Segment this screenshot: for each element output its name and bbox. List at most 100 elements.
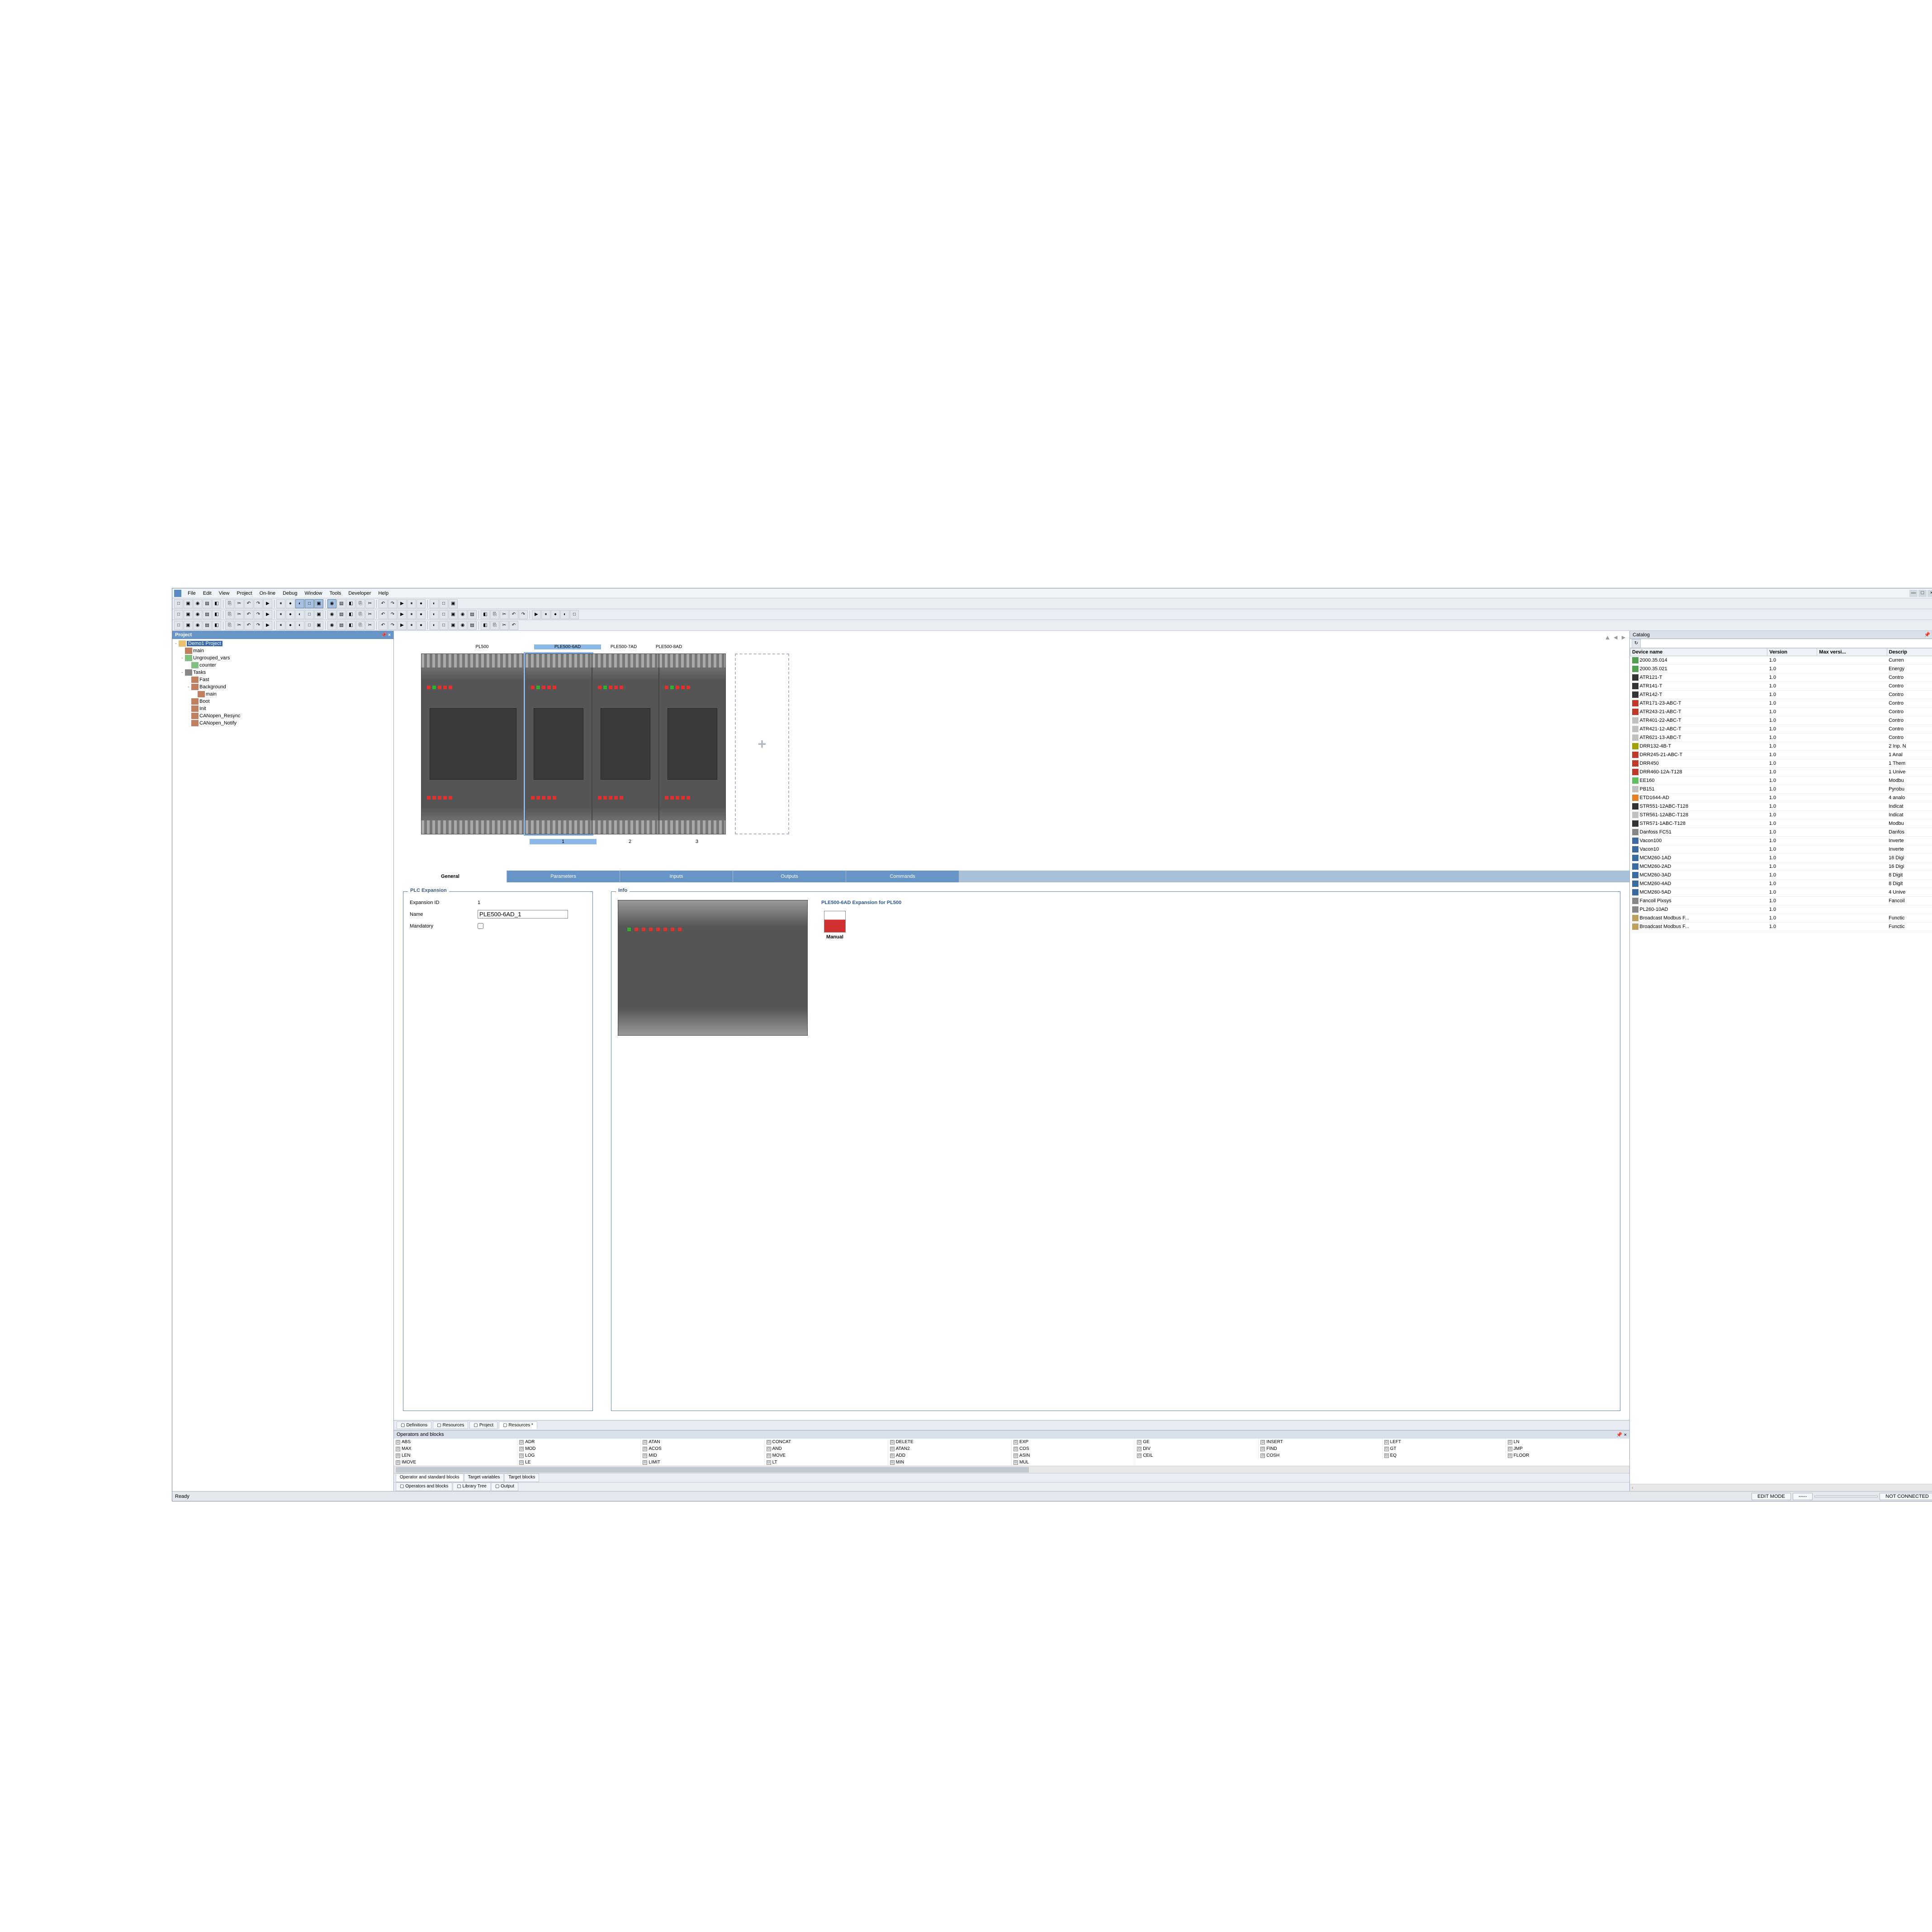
toolbar-button[interactable]: ✂: [500, 610, 509, 619]
toolbar-button[interactable]: ↶: [379, 599, 388, 608]
tree-node[interactable]: main: [173, 691, 393, 698]
slot-number[interactable]: 1: [530, 839, 597, 844]
toolbar-button[interactable]: ●: [551, 610, 560, 619]
toolbar-button[interactable]: ↷: [254, 610, 263, 619]
operator-jmp[interactable]: □JMP: [1506, 1445, 1629, 1452]
toolbar-button[interactable]: ◧: [212, 599, 221, 608]
toolbar-button[interactable]: ▶: [263, 599, 272, 608]
toolbar-button[interactable]: ●: [417, 621, 426, 630]
tree-node[interactable]: -Background: [173, 683, 393, 691]
catalog-row[interactable]: MCM260-4AD1.08 Digit: [1630, 880, 1932, 888]
toolbar-button[interactable]: ◧: [346, 610, 355, 619]
device-label[interactable]: PLE500-7AD: [601, 644, 646, 649]
plc-module[interactable]: [525, 653, 592, 834]
pin-icon[interactable]: 📌 ×: [1924, 632, 1932, 638]
toolbar-button[interactable]: ⎘: [225, 599, 234, 608]
catalog-row[interactable]: MCM260-2AD1.016 Digi: [1630, 862, 1932, 871]
toolbar-button[interactable]: ↷: [254, 621, 263, 630]
toolbar-button[interactable]: ▣: [184, 621, 193, 630]
operator-find[interactable]: □FIND: [1259, 1445, 1382, 1452]
menu-on-line[interactable]: On-line: [256, 591, 279, 596]
project-tree[interactable]: -Demo1 Projectmain-Ungrouped_varscounter…: [172, 639, 393, 1491]
operator-adr[interactable]: □ADR: [517, 1439, 641, 1445]
toolbar-button[interactable]: ↶: [244, 599, 253, 608]
toolbar-button[interactable]: ▤: [337, 621, 346, 630]
operator-cos[interactable]: □COS: [1012, 1445, 1135, 1452]
toolbar-button[interactable]: ⏸: [276, 610, 285, 619]
toolbar-button[interactable]: ◧: [346, 599, 355, 608]
toolbar-button[interactable]: □: [305, 621, 314, 630]
operator-exp[interactable]: □EXP: [1012, 1439, 1135, 1445]
operator-log[interactable]: □LOG: [517, 1452, 641, 1459]
toolbar-button[interactable]: ◐: [295, 599, 304, 608]
operator-mid[interactable]: □MID: [641, 1452, 764, 1459]
pin-icon[interactable]: 📌 ×: [1616, 1432, 1627, 1438]
device-view[interactable]: PL500PLE500-6ADPLE500-7ADPLE500-8AD + 12…: [394, 631, 1629, 871]
catalog-col[interactable]: Version: [1767, 649, 1817, 656]
operator-limit[interactable]: □LIMIT: [641, 1459, 764, 1466]
close-button[interactable]: ×: [1927, 590, 1932, 597]
menu-help[interactable]: Help: [374, 591, 392, 596]
toolbar-button[interactable]: ⎘: [490, 621, 499, 630]
toolbar-button[interactable]: ◉: [327, 621, 336, 630]
tree-node[interactable]: CANopen_Resync: [173, 712, 393, 720]
ops-tab2[interactable]: ▢ Library Tree: [453, 1482, 491, 1491]
operator-delete[interactable]: □DELETE: [888, 1439, 1012, 1445]
toolbar-button[interactable]: ↷: [388, 610, 397, 619]
catalog-row[interactable]: ATR121-T1.0Contro: [1630, 673, 1932, 682]
tree-node[interactable]: main: [173, 647, 393, 654]
catalog-row[interactable]: MCM260-3AD1.08 Digit: [1630, 871, 1932, 880]
catalog-row[interactable]: ETD1644-AD1.04 analo: [1630, 794, 1932, 802]
toolbar-button[interactable]: ↶: [379, 621, 388, 630]
toolbar-button[interactable]: □: [174, 610, 183, 619]
toolbar-button[interactable]: ✂: [365, 599, 374, 608]
name-input[interactable]: [478, 910, 568, 919]
toolbar-button[interactable]: ⏸: [541, 610, 550, 619]
operator-ln[interactable]: □LN: [1506, 1439, 1629, 1445]
slot-number[interactable]: 3: [663, 839, 730, 844]
toolbar-button[interactable]: ▣: [449, 610, 458, 619]
minimize-button[interactable]: —: [1909, 590, 1918, 597]
toolbar-button[interactable]: ●: [286, 599, 295, 608]
catalog-row[interactable]: DRR4501.01 Them: [1630, 759, 1932, 768]
slot-number[interactable]: 2: [597, 839, 663, 844]
toolbar-button[interactable]: ▤: [468, 610, 477, 619]
toolbar-button[interactable]: ⎘: [225, 621, 234, 630]
toolbar-button[interactable]: ▤: [203, 610, 212, 619]
toolbar-button[interactable]: ●: [417, 610, 426, 619]
toolbar-button[interactable]: ▣: [184, 610, 193, 619]
toolbar-button[interactable]: ●: [417, 599, 426, 608]
toolbar-button[interactable]: ◧: [481, 610, 490, 619]
operator-acos[interactable]: □ACOS: [641, 1445, 764, 1452]
toolbar-button[interactable]: □: [439, 621, 448, 630]
bottom-tab[interactable]: ▢ Resources: [433, 1421, 468, 1429]
catalog-refresh-icon[interactable]: ↻: [1632, 639, 1641, 648]
catalog-col[interactable]: Max versi...: [1817, 649, 1887, 656]
toolbar-button[interactable]: ⏸: [407, 610, 416, 619]
toolbar-button[interactable]: ◐: [295, 621, 304, 630]
ops-tab[interactable]: Target blocks: [504, 1473, 539, 1482]
toolbar-button[interactable]: ▣: [314, 621, 323, 630]
catalog-row[interactable]: Vacon101.0Inverte: [1630, 845, 1932, 854]
toolbar-button[interactable]: ▶: [532, 610, 541, 619]
toolbar-button[interactable]: ⏸: [407, 621, 416, 630]
toolbar-button[interactable]: ◐: [295, 610, 304, 619]
operator-eq[interactable]: □EQ: [1383, 1452, 1506, 1459]
catalog-row[interactable]: DRR245-21-ABC-T1.01 Anal: [1630, 751, 1932, 759]
toolbar-button[interactable]: □: [305, 610, 314, 619]
menu-tools[interactable]: Tools: [326, 591, 345, 596]
toolbar-button[interactable]: ▤: [337, 599, 346, 608]
catalog-row[interactable]: STR571-1ABC-T1281.0Modbu: [1630, 819, 1932, 828]
catalog-row[interactable]: Danfoss FC511.0Danfos: [1630, 828, 1932, 837]
catalog-row[interactable]: DRR132-4B-T1.02 Inp. N: [1630, 742, 1932, 751]
toolbar-button[interactable]: ◉: [327, 610, 336, 619]
toolbar-button[interactable]: ▶: [263, 610, 272, 619]
catalog-row[interactable]: ATR243-21-ABC-T1.0Contro: [1630, 708, 1932, 716]
toolbar-button[interactable]: ↷: [388, 599, 397, 608]
bottom-tab[interactable]: ▢ Definitions: [397, 1421, 431, 1429]
catalog-row[interactable]: STR551-12ABC-T1281.0Indicat: [1630, 802, 1932, 811]
editor-tab-inputs[interactable]: Inputs: [620, 871, 733, 882]
editor-tab-outputs[interactable]: Outputs: [733, 871, 846, 882]
plc-module[interactable]: [592, 653, 659, 834]
toolbar-button[interactable]: ✂: [235, 610, 244, 619]
